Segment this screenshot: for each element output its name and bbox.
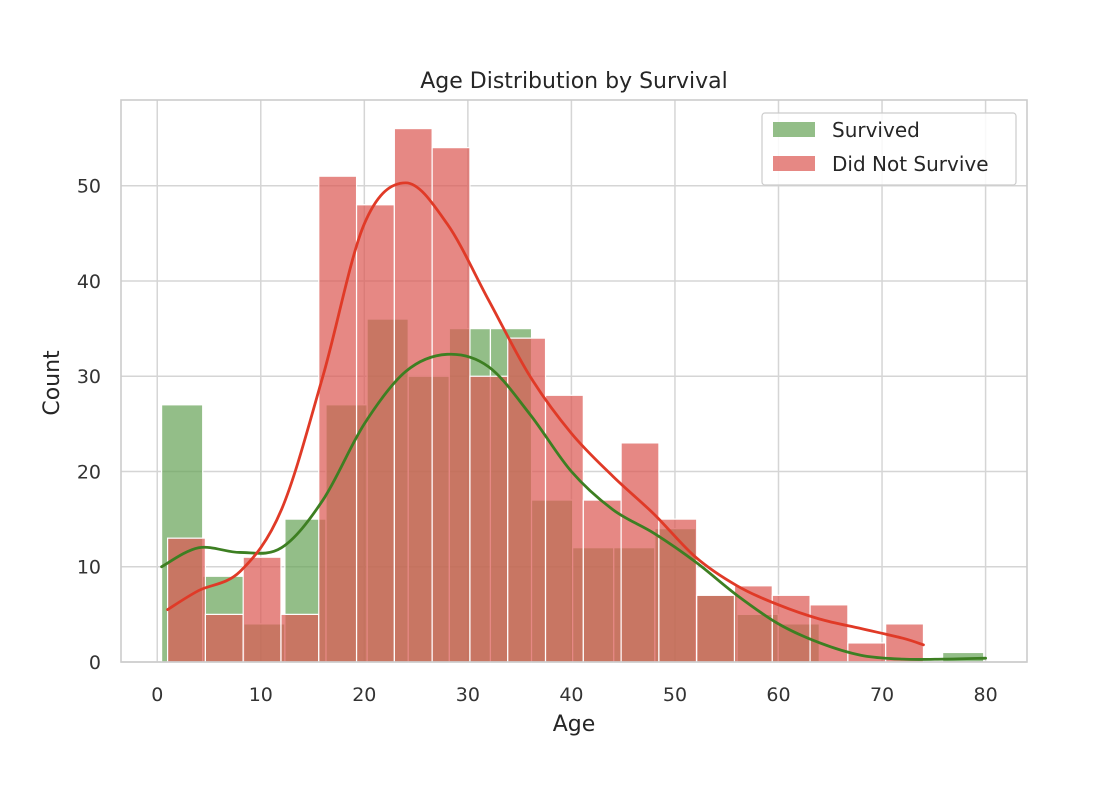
bar-did-not-survive <box>280 613 320 663</box>
x-tick-label: 40 <box>559 684 583 706</box>
x-tick-label: 20 <box>352 684 376 706</box>
x-tick-label: 30 <box>456 684 480 706</box>
histogram-bars <box>160 127 985 663</box>
bar-did-not-survive <box>318 175 358 663</box>
kde-curves <box>160 181 987 661</box>
x-tick-label: 10 <box>249 684 273 706</box>
plot-frame <box>120 99 1028 663</box>
x-tick-label: 70 <box>870 684 894 706</box>
bar-did-not-survive <box>431 147 471 663</box>
bar-did-not-survive <box>620 442 660 663</box>
y-tick-label: 30 <box>77 366 101 388</box>
kde-line-survived <box>160 352 987 661</box>
x-tick-labels: 0 10 20 30 40 50 60 70 80 <box>151 684 997 706</box>
y-tick-labels: 0 10 20 30 40 50 <box>77 176 101 674</box>
bar-did-not-survive <box>469 375 509 663</box>
x-tick-label: 60 <box>766 684 790 706</box>
y-tick-label: 40 <box>77 271 101 293</box>
bar-did-not-survive <box>393 127 433 663</box>
bar-did-not-survive <box>242 556 282 663</box>
x-tick-label: 80 <box>973 684 997 706</box>
legend: Survived Did Not Survive <box>761 112 1017 186</box>
bar-did-not-survive <box>582 499 622 663</box>
legend-box <box>761 112 1017 186</box>
bar-did-not-survive <box>809 604 849 663</box>
bar-did-not-survive <box>507 337 547 663</box>
y-tick-label: 50 <box>77 176 101 198</box>
legend-swatch-survived <box>773 122 815 137</box>
y-tick-label: 10 <box>77 557 101 579</box>
kde-line-did-not-survive <box>166 181 925 647</box>
bar-did-not-survive <box>355 204 395 663</box>
legend-label-did-not-survive: Did Not Survive <box>832 152 989 176</box>
legend-swatch-did-not-survive <box>773 156 815 171</box>
bar-did-not-survive <box>658 518 698 663</box>
x-tick-label: 0 <box>151 684 163 706</box>
bar-did-not-survive <box>544 394 584 663</box>
bar-did-not-survive <box>204 613 244 663</box>
bar-did-not-survive <box>696 594 736 663</box>
bar-did-not-survive <box>166 537 206 663</box>
y-tick-label: 20 <box>77 461 101 483</box>
x-axis-title: Age <box>553 712 596 737</box>
legend-label-survived: Survived <box>832 118 920 142</box>
chart-title: Age Distribution by Survival <box>420 69 728 94</box>
y-tick-label: 0 <box>89 652 101 674</box>
y-axis-title: Count <box>40 350 65 416</box>
x-tick-label: 50 <box>663 684 687 706</box>
